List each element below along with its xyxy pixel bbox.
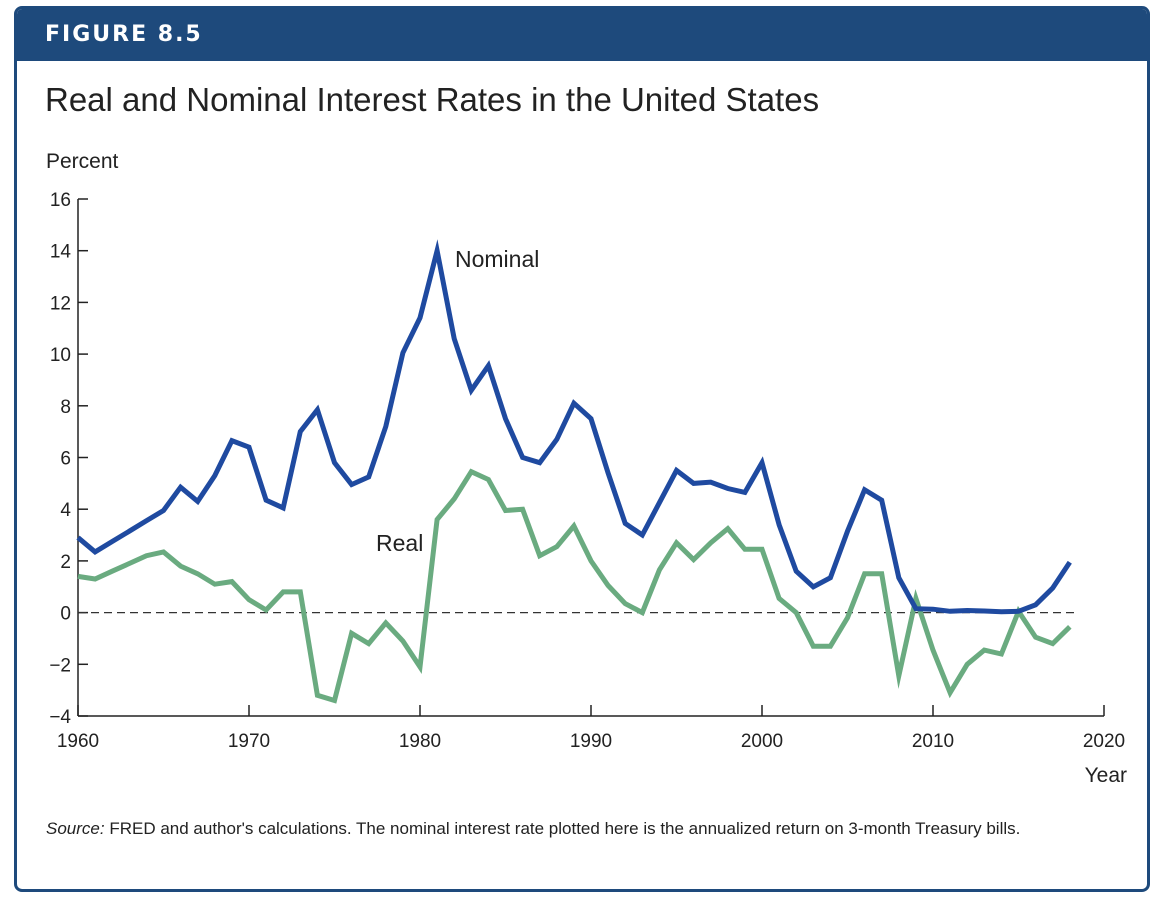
y-tick-label: 4 bbox=[60, 500, 71, 521]
y-tick-label: 16 bbox=[50, 190, 71, 211]
figure-frame: FIGURE 8.5 Real and Nominal Interest Rat… bbox=[14, 6, 1150, 892]
series-layer bbox=[76, 239, 1072, 704]
y-tick-label: 12 bbox=[50, 293, 71, 314]
source-text: FRED and author's calculations. The nomi… bbox=[104, 819, 1021, 838]
x-tick-label: 2020 bbox=[1083, 731, 1125, 752]
x-tick-label: 1970 bbox=[228, 731, 270, 752]
figure-label: FIGURE 8.5 bbox=[45, 22, 203, 47]
x-tick-label: 1980 bbox=[399, 731, 441, 752]
x-tick-label: 2000 bbox=[741, 731, 783, 752]
series-line-real bbox=[77, 468, 1072, 704]
y-tick-label: 8 bbox=[60, 397, 71, 418]
figure-header-bar: FIGURE 8.5 bbox=[17, 9, 1147, 61]
y-tick-label: 2 bbox=[60, 552, 71, 573]
series-annotation-nominal: Nominal bbox=[455, 246, 539, 272]
y-tick-label: 14 bbox=[50, 242, 72, 263]
x-tick-label: 2010 bbox=[912, 731, 954, 752]
series-annotation-real: Real bbox=[376, 530, 423, 556]
source-note: Source: FRED and author's calculations. … bbox=[46, 817, 1096, 840]
y-tick-label: −4 bbox=[49, 707, 71, 728]
y-tick-label: 0 bbox=[60, 604, 71, 625]
y-tick-label: 10 bbox=[50, 345, 71, 366]
y-axis-label: Percent bbox=[46, 150, 119, 173]
x-tick-label: 1990 bbox=[570, 731, 612, 752]
x-axis-label: Year bbox=[1085, 764, 1127, 787]
chart-title: Real and Nominal Interest Rates in the U… bbox=[45, 81, 820, 118]
y-tick-label: 6 bbox=[60, 449, 71, 470]
y-tick-label: −2 bbox=[49, 655, 71, 676]
source-prefix: Source: bbox=[46, 819, 105, 838]
series-line-nominal bbox=[76, 239, 1072, 615]
annotation-layer: Nominal Real bbox=[376, 246, 539, 556]
x-tick-label: 1960 bbox=[57, 731, 99, 752]
